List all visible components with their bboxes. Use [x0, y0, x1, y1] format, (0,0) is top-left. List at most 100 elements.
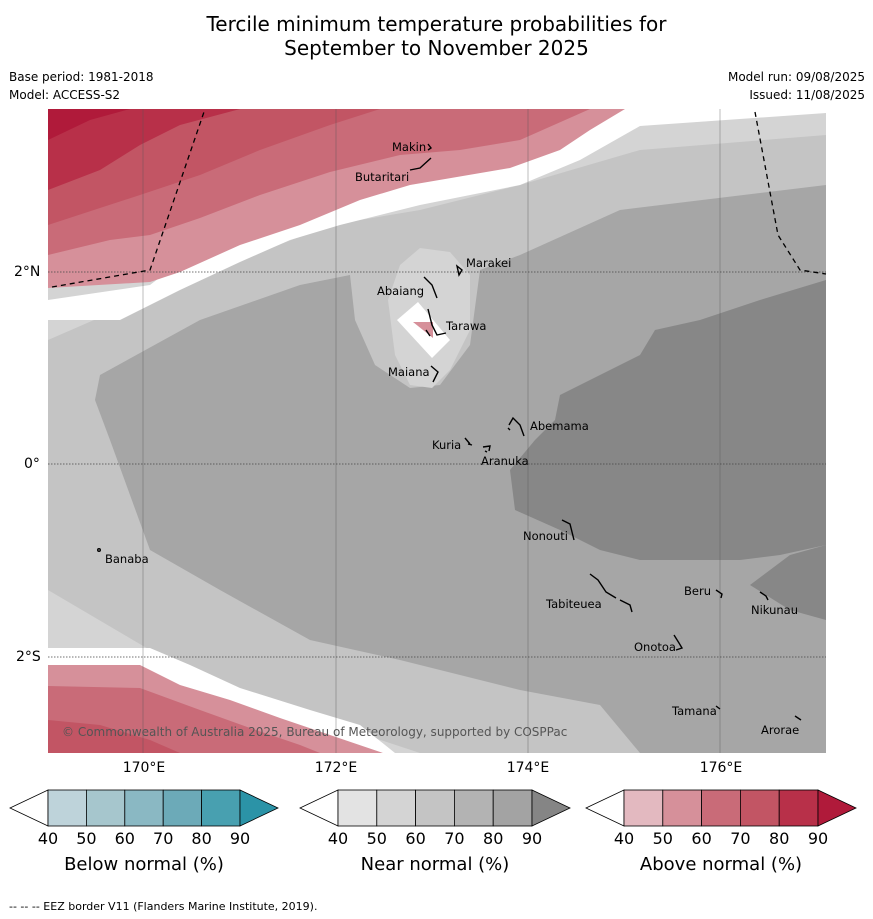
model-run: Model run: 09/08/2025 — [727, 70, 865, 84]
transition-band-north — [48, 109, 826, 320]
base-period: Base period: 1981-2018 — [9, 70, 154, 84]
island-tarawa — [425, 308, 447, 337]
island-abaiang — [423, 276, 438, 299]
label-butaritari: Butaritari — [355, 170, 409, 184]
label-abaiang: Abaiang — [377, 284, 424, 298]
island-nonouti — [561, 519, 575, 541]
label-marakei: Marakei — [466, 256, 511, 270]
colorbar-1-tick-60: 60 — [405, 829, 426, 848]
lat-gridlines — [48, 271, 826, 658]
colorbar-0-segment-4 — [201, 789, 241, 827]
lon-label-170e: 170°E — [122, 760, 166, 776]
colorbar-2-tick-90: 90 — [807, 829, 829, 848]
title-line-2: September to November 2025 — [284, 36, 589, 60]
colorbar-0-tick-70: 70 — [153, 829, 174, 848]
island-butaritari — [409, 157, 432, 171]
colorbar-1-title: Near normal (%) — [360, 854, 510, 875]
map-title: Tercile minimum temperature probabilitie… — [0, 12, 873, 60]
colorbar-1-tick-50: 50 — [366, 829, 387, 848]
colorbar-1-tick-40: 40 — [327, 829, 349, 848]
label-kuria: Kuria — [432, 438, 461, 452]
label-aranuka: Aranuka — [481, 454, 529, 468]
island-nikunau — [759, 591, 769, 601]
label-onotoa: Onotoa — [634, 640, 676, 654]
gridlines — [142, 109, 721, 753]
colorbar-0-high-extend — [239, 789, 279, 827]
lon-label-176e: 176°E — [699, 760, 743, 776]
island-onotoa — [673, 634, 684, 651]
colorbar-1-segment-2 — [415, 789, 455, 827]
label-banaba: Banaba — [105, 552, 149, 566]
colorbar-0-tick-50: 50 — [76, 829, 97, 848]
colorbar-1-tick-70: 70 — [444, 829, 465, 848]
colorbar-2-segment-2 — [701, 789, 741, 827]
colorbar-2-segment-4 — [778, 789, 819, 827]
label-abemama: Abemama — [530, 419, 589, 433]
label-tamana: Tamana — [671, 704, 717, 718]
colorbar-0-title: Below normal (%) — [64, 854, 224, 875]
colorbar-1-tick-80: 80 — [483, 829, 504, 848]
island-beru — [715, 589, 723, 599]
colorbar-2-tick-80: 80 — [769, 829, 790, 848]
colorbar-0-segment-3 — [162, 789, 202, 827]
place-labels: Makin Butaritari Marakei Abaiang Tarawa … — [105, 140, 799, 737]
island-tamana — [715, 705, 721, 710]
colorbar-2-tick-70: 70 — [730, 829, 751, 848]
colorbar-0-tick-60: 60 — [114, 829, 135, 848]
colorbar-2-title: Above normal (%) — [639, 854, 803, 875]
island-maiana — [430, 365, 439, 383]
above-normal-60-south — [48, 720, 180, 753]
colorbar-0-segment-1 — [86, 789, 126, 827]
colorbar-0-tick-80: 80 — [191, 829, 212, 848]
colorbar-1-segment-0 — [337, 789, 378, 827]
lon-label-174e: 174°E — [506, 760, 550, 776]
label-tabiteuea: Tabiteuea — [545, 597, 602, 611]
meta-left: Base period: 1981-2018 Model: ACCESS-S2 — [9, 68, 154, 104]
islands — [96, 143, 802, 721]
label-nikunau: Nikunau — [751, 603, 798, 617]
colorbar-1-segment-3 — [453, 789, 494, 827]
colorbar-2-tick-60: 60 — [691, 829, 712, 848]
island-aranuka — [482, 445, 491, 453]
eez-border — [51, 108, 827, 288]
model-name: Model: ACCESS-S2 — [9, 88, 121, 102]
colorbar-0-segment-2 — [124, 789, 164, 827]
label-makin: Makin — [392, 140, 426, 154]
colorbar-1-segment-4 — [492, 789, 533, 827]
probability-shading — [48, 109, 826, 753]
colorbar-2-segment-3 — [740, 789, 780, 827]
colorbar-2-segment-0 — [623, 789, 664, 827]
colorbar-1-low-extend — [299, 789, 339, 827]
issued-date: Issued: 11/08/2025 — [749, 88, 865, 102]
above-normal-70-north — [48, 109, 240, 190]
colorbar-1-high-extend — [531, 789, 571, 827]
lon-label-172e: 172°E — [314, 760, 358, 776]
island-kuria — [464, 437, 473, 446]
copyright-text: © Commonwealth of Australia 2025, Bureau… — [62, 725, 567, 739]
colorbar-1-segment-1 — [376, 789, 416, 827]
colorbar-2-tick-40: 40 — [613, 829, 635, 848]
island-marakei — [455, 264, 463, 277]
label-nonouti: Nonouti — [523, 529, 568, 543]
lat-label-2s: 2°S — [16, 649, 41, 665]
colorbar-0-tick-40: 40 — [37, 829, 59, 848]
colorbars — [9, 789, 857, 827]
colorbar-0-segment-0 — [47, 789, 87, 827]
island-banaba — [96, 548, 101, 553]
colorbar-0-low-extend — [9, 789, 49, 827]
lat-label-2n: 2°N — [14, 264, 41, 280]
near-normal-80-region-east — [750, 545, 826, 620]
island-makin — [427, 143, 433, 151]
label-arorae: Arorae — [761, 723, 799, 737]
colorbar-2-high-extend — [817, 789, 857, 827]
title-line-1: Tercile minimum temperature probabilitie… — [206, 12, 667, 36]
near-normal-80-region-central — [510, 280, 826, 560]
colorbar-2-segment-1 — [662, 789, 702, 827]
colorbar-2-tick-50: 50 — [652, 829, 673, 848]
colorbar-1-tick-90: 90 — [521, 829, 543, 848]
island-arorae — [794, 715, 802, 721]
label-beru: Beru — [684, 584, 711, 598]
footnote: -- -- -- EEZ border V11 (Flanders Marine… — [9, 900, 318, 913]
colorbar-2-low-extend — [585, 789, 625, 827]
